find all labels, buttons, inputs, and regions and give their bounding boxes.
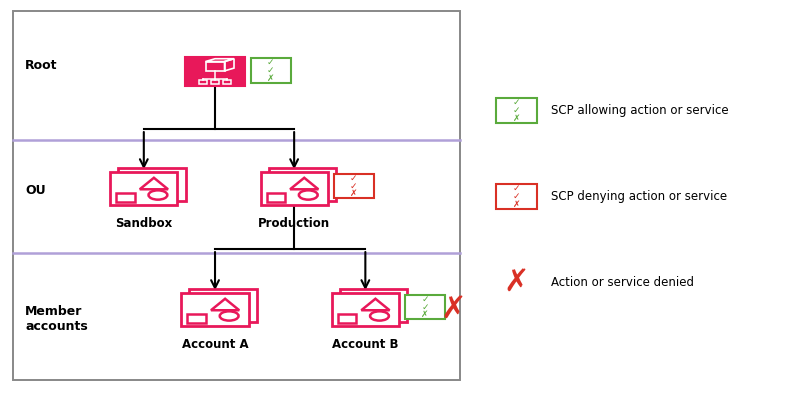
- Text: OU: OU: [25, 184, 46, 197]
- Text: ✗: ✗: [350, 189, 357, 198]
- Text: Member
accounts: Member accounts: [25, 305, 88, 333]
- FancyBboxPatch shape: [332, 293, 399, 326]
- FancyBboxPatch shape: [181, 293, 249, 326]
- FancyBboxPatch shape: [206, 62, 225, 71]
- FancyBboxPatch shape: [110, 172, 177, 205]
- Text: ✗: ✗: [422, 310, 429, 319]
- Text: Account A: Account A: [182, 338, 249, 351]
- FancyBboxPatch shape: [251, 59, 291, 83]
- Text: Sandbox: Sandbox: [115, 217, 172, 230]
- Text: SCP allowing action or service: SCP allowing action or service: [551, 104, 729, 117]
- Text: SCP denying action or service: SCP denying action or service: [551, 190, 727, 203]
- Text: Production: Production: [258, 217, 330, 230]
- Text: ✓: ✓: [350, 174, 357, 183]
- FancyBboxPatch shape: [118, 168, 186, 201]
- FancyBboxPatch shape: [116, 193, 135, 202]
- FancyBboxPatch shape: [187, 314, 206, 323]
- FancyBboxPatch shape: [340, 289, 407, 322]
- FancyBboxPatch shape: [211, 80, 219, 84]
- Text: ✓: ✓: [422, 295, 429, 304]
- Text: ✗: ✗: [503, 268, 530, 297]
- FancyBboxPatch shape: [405, 295, 445, 319]
- Text: Root: Root: [25, 59, 58, 72]
- Text: ✓: ✓: [513, 98, 520, 107]
- FancyBboxPatch shape: [185, 57, 245, 86]
- FancyBboxPatch shape: [13, 11, 461, 380]
- Text: ✓: ✓: [350, 182, 357, 191]
- Text: ✓: ✓: [422, 303, 429, 311]
- FancyBboxPatch shape: [496, 98, 537, 123]
- Text: Action or service denied: Action or service denied: [551, 276, 694, 289]
- Text: ✗: ✗: [513, 200, 520, 209]
- Text: ✗: ✗: [513, 114, 520, 123]
- Text: Account B: Account B: [332, 338, 399, 351]
- FancyBboxPatch shape: [496, 184, 537, 209]
- FancyBboxPatch shape: [268, 168, 336, 201]
- FancyBboxPatch shape: [334, 174, 374, 198]
- FancyBboxPatch shape: [267, 193, 285, 202]
- Text: ✓: ✓: [513, 106, 520, 115]
- Text: ✓: ✓: [267, 66, 275, 75]
- FancyBboxPatch shape: [223, 80, 231, 84]
- Text: ✗: ✗: [440, 295, 465, 324]
- Text: ✗: ✗: [267, 74, 275, 83]
- FancyBboxPatch shape: [199, 80, 207, 84]
- Text: ✓: ✓: [513, 184, 520, 193]
- FancyBboxPatch shape: [260, 172, 328, 205]
- Text: ✓: ✓: [513, 192, 520, 201]
- FancyBboxPatch shape: [190, 289, 256, 322]
- FancyBboxPatch shape: [337, 314, 357, 323]
- Text: ✓: ✓: [267, 58, 275, 67]
